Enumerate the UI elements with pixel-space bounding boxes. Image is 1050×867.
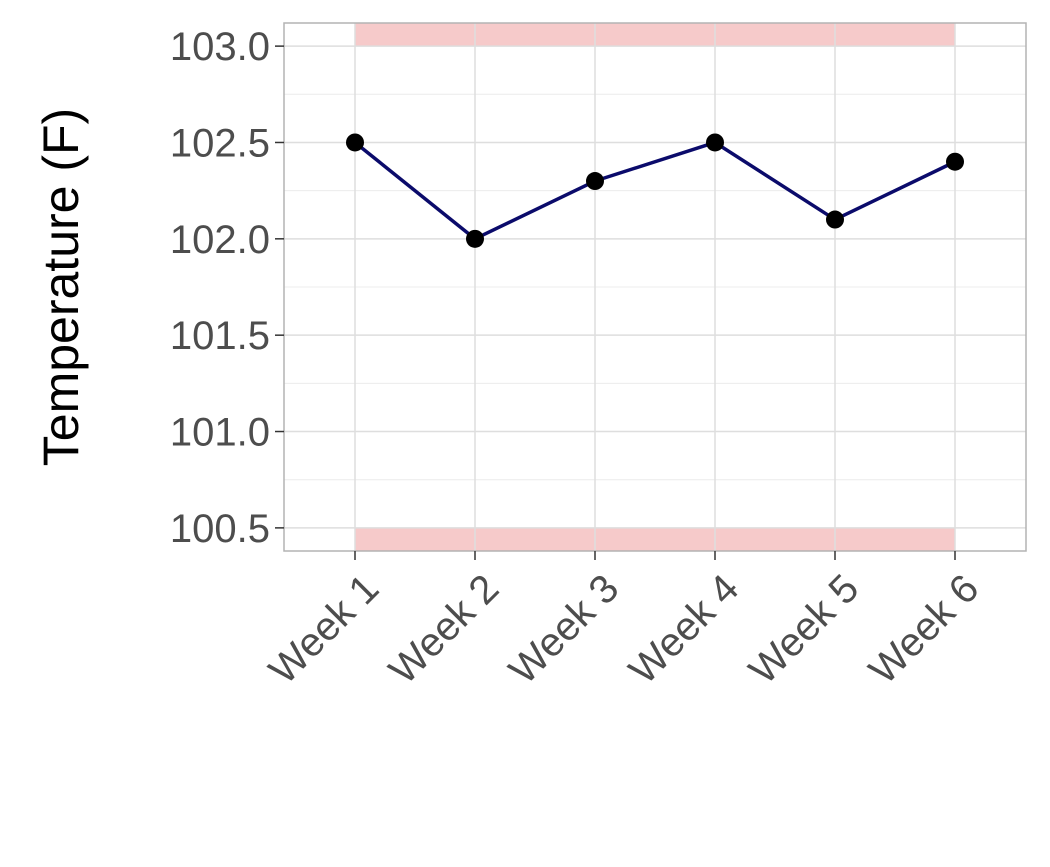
grid-layer bbox=[284, 23, 1026, 551]
y-tick-label: 102.5 bbox=[170, 121, 270, 165]
data-point bbox=[586, 172, 604, 191]
y-tick-label: 101.0 bbox=[170, 411, 270, 455]
data-point bbox=[346, 133, 364, 152]
series-line-1 bbox=[353, 140, 956, 241]
panel-border bbox=[283, 22, 1027, 552]
data-point bbox=[946, 152, 964, 171]
range-band-1 bbox=[355, 527, 955, 551]
y-axis-ticks: 100.5 101.0 101.5 102.0 102.5 103.0 bbox=[170, 25, 284, 551]
y-tick-label: 103.0 bbox=[170, 25, 270, 69]
bands-layer bbox=[355, 23, 955, 551]
data-point bbox=[706, 133, 724, 152]
data-point bbox=[826, 210, 844, 229]
series-layer bbox=[346, 133, 964, 248]
data-point bbox=[466, 229, 484, 248]
y-axis-label: Temperature (F) bbox=[33, 108, 89, 466]
range-band-2 bbox=[355, 23, 955, 47]
y-tick-label: 101.5 bbox=[170, 314, 270, 358]
y-tick-label: 102.0 bbox=[170, 218, 270, 262]
y-tick-label: 100.5 bbox=[170, 507, 270, 551]
